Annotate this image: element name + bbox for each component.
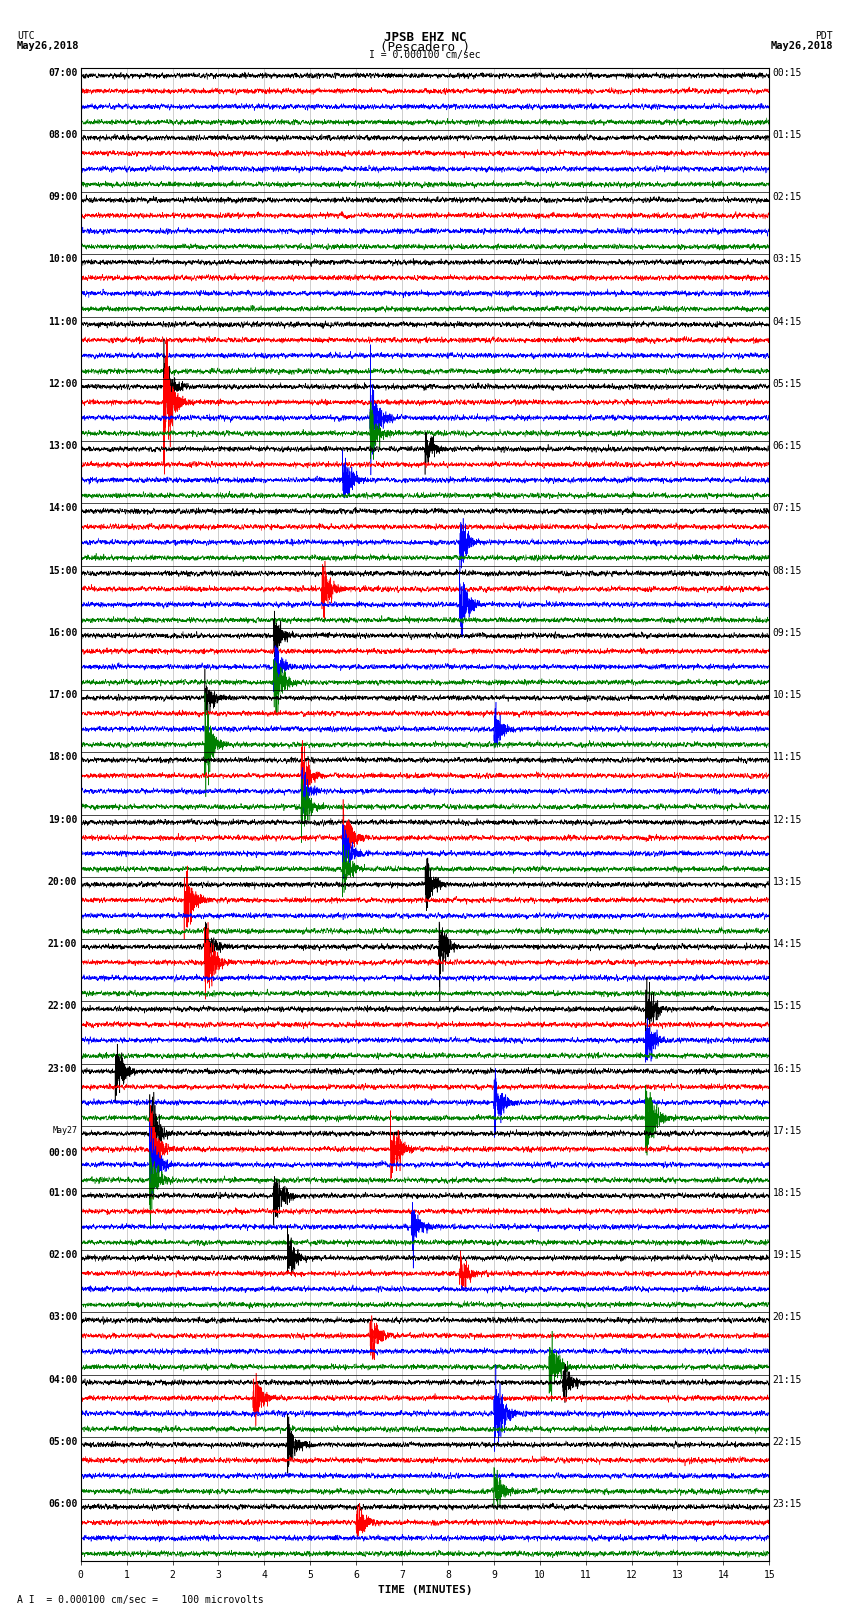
Text: 15:00: 15:00 (48, 566, 77, 576)
Text: 23:00: 23:00 (48, 1063, 77, 1074)
Text: May27: May27 (53, 1126, 77, 1134)
Text: 20:15: 20:15 (773, 1313, 802, 1323)
Text: 08:15: 08:15 (773, 566, 802, 576)
Text: (Pescadero ): (Pescadero ) (380, 40, 470, 55)
Text: 22:00: 22:00 (48, 1002, 77, 1011)
Text: 04:00: 04:00 (48, 1374, 77, 1384)
Text: 09:00: 09:00 (48, 192, 77, 202)
Text: I = 0.000100 cm/sec: I = 0.000100 cm/sec (369, 50, 481, 60)
Text: 20:00: 20:00 (48, 877, 77, 887)
Text: 21:00: 21:00 (48, 939, 77, 948)
Text: 13:15: 13:15 (773, 877, 802, 887)
Text: 10:00: 10:00 (48, 255, 77, 265)
Text: 13:00: 13:00 (48, 442, 77, 452)
Text: 23:15: 23:15 (773, 1498, 802, 1510)
Text: 02:00: 02:00 (48, 1250, 77, 1260)
Text: 17:00: 17:00 (48, 690, 77, 700)
Text: 12:15: 12:15 (773, 815, 802, 824)
Text: 03:00: 03:00 (48, 1313, 77, 1323)
Text: 21:15: 21:15 (773, 1374, 802, 1384)
Text: 17:15: 17:15 (773, 1126, 802, 1136)
Text: 15:15: 15:15 (773, 1002, 802, 1011)
Text: 19:15: 19:15 (773, 1250, 802, 1260)
Text: 04:15: 04:15 (773, 316, 802, 327)
Text: May26,2018: May26,2018 (17, 40, 80, 52)
Text: 12:00: 12:00 (48, 379, 77, 389)
Text: 09:15: 09:15 (773, 627, 802, 637)
Text: May26,2018: May26,2018 (770, 40, 833, 52)
Text: UTC: UTC (17, 31, 35, 42)
X-axis label: TIME (MINUTES): TIME (MINUTES) (377, 1584, 473, 1595)
Text: 18:00: 18:00 (48, 752, 77, 763)
Text: 14:00: 14:00 (48, 503, 77, 513)
Text: 16:15: 16:15 (773, 1063, 802, 1074)
Text: 07:15: 07:15 (773, 503, 802, 513)
Text: 14:15: 14:15 (773, 939, 802, 948)
Text: JPSB EHZ NC: JPSB EHZ NC (383, 31, 467, 45)
Text: 06:15: 06:15 (773, 442, 802, 452)
Text: 05:15: 05:15 (773, 379, 802, 389)
Text: 19:00: 19:00 (48, 815, 77, 824)
Text: 18:15: 18:15 (773, 1187, 802, 1198)
Text: PDT: PDT (815, 31, 833, 42)
Text: 01:00: 01:00 (48, 1187, 77, 1198)
Text: 10:15: 10:15 (773, 690, 802, 700)
Text: 03:15: 03:15 (773, 255, 802, 265)
Text: A I  = 0.000100 cm/sec =    100 microvolts: A I = 0.000100 cm/sec = 100 microvolts (17, 1595, 264, 1605)
Text: 11:15: 11:15 (773, 752, 802, 763)
Text: 05:00: 05:00 (48, 1437, 77, 1447)
Text: 08:00: 08:00 (48, 131, 77, 140)
Text: 02:15: 02:15 (773, 192, 802, 202)
Text: 00:00: 00:00 (48, 1147, 77, 1158)
Text: 00:15: 00:15 (773, 68, 802, 77)
Text: 01:15: 01:15 (773, 131, 802, 140)
Text: 22:15: 22:15 (773, 1437, 802, 1447)
Text: 07:00: 07:00 (48, 68, 77, 77)
Text: 16:00: 16:00 (48, 627, 77, 637)
Text: 06:00: 06:00 (48, 1498, 77, 1510)
Text: 11:00: 11:00 (48, 316, 77, 327)
